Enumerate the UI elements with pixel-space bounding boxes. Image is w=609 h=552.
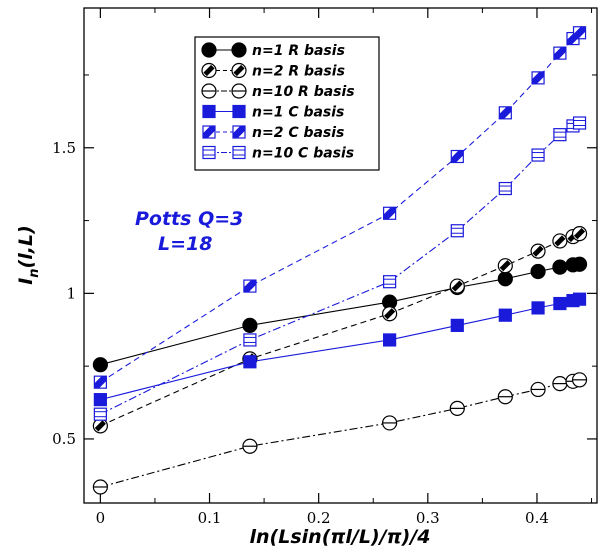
legend-marker-n-1-r-basis <box>231 42 247 58</box>
legend-entry-n-10-r-basis: n=10 R basis <box>201 83 355 100</box>
legend-marker-n-2-r-basis-hatch <box>203 64 215 77</box>
x-tick-label: 0.3 <box>416 509 440 527</box>
data-point-n-1-r-basis <box>92 357 108 373</box>
data-point-n-1-r-basis <box>497 271 513 287</box>
legend-label-n-2-r-basis: n=2 R basis <box>252 64 345 80</box>
data-point-n-2-r-basis-hatch <box>94 420 106 432</box>
series-n-1-r-basis <box>92 256 588 373</box>
x-tick-label: 0 <box>96 509 106 527</box>
data-point-n-1-r-basis <box>552 259 568 275</box>
legend-label-n-10-c-basis: n=10 C basis <box>252 146 354 162</box>
data-point-n-1-c-basis <box>531 301 545 315</box>
data-point-n-2-r-basis-hatch <box>532 245 544 257</box>
data-point-n-10-c-basis <box>383 275 397 289</box>
legend-marker-n-1-r-basis <box>201 42 217 58</box>
data-point-n-10-c-basis <box>498 181 512 196</box>
legend-entry-n-2-c-basis: n=2 C basis <box>202 125 344 141</box>
data-point-n-2-r-basis-hatch <box>384 308 396 320</box>
data-point-n-2-c-basis-hatch <box>573 26 586 39</box>
data-point-n-10-c-basis <box>572 116 587 130</box>
legend-marker-n-10-c-basis <box>232 145 246 160</box>
data-point-n-1-c-basis <box>572 292 587 306</box>
series-layer <box>92 26 588 495</box>
series-n-2-c-basis <box>93 26 587 389</box>
data-point-n-2-c-basis-hatch <box>553 47 566 60</box>
data-point-n-2-r-basis-hatch <box>499 260 511 272</box>
series-n-2-r-basis <box>92 226 588 434</box>
data-point-n-1-c-basis <box>553 296 567 311</box>
series-n-10-r-basis <box>92 372 588 495</box>
legend-marker-n-2-r-basis-hatch <box>233 64 245 77</box>
data-point-n-2-c-basis-hatch <box>383 207 396 220</box>
legend-box <box>194 36 380 171</box>
legend-label-n-10-r-basis: n=10 R basis <box>252 84 355 100</box>
legend-marker-n-1-c-basis <box>232 104 246 119</box>
data-point-n-1-c-basis <box>450 318 464 332</box>
data-point-n-10-c-basis <box>450 224 464 238</box>
legend: n=1 R basis n=2 R basis n=10 R basis n=1 C … <box>194 36 380 171</box>
y-tick-label: 1.5 <box>52 139 76 157</box>
annotation-model: Potts Q=3 <box>135 208 243 230</box>
legend-marker-n-10-c-basis <box>202 145 216 160</box>
data-point-n-2-c-basis-hatch <box>243 280 256 293</box>
data-point-n-10-c-basis <box>243 333 257 347</box>
legend-entry-n-10-c-basis: n=10 C basis <box>202 145 354 162</box>
data-point-n-2-c-basis-hatch <box>94 376 107 389</box>
x-tick-label: 0.1 <box>198 509 222 527</box>
data-point-n-2-c-basis-hatch <box>532 71 545 84</box>
data-point-n-2-r-basis-hatch <box>573 228 586 240</box>
annotation-size: L=18 <box>158 233 212 255</box>
legend-entry-n-2-r-basis: n=2 R basis <box>201 62 345 80</box>
data-point-n-2-c-basis-hatch <box>499 106 512 119</box>
series-n-1-c-basis <box>93 292 587 407</box>
data-point-n-1-c-basis <box>498 308 512 322</box>
data-point-n-10-c-basis <box>553 128 567 142</box>
data-point-n-1-r-basis <box>530 263 546 280</box>
data-point-n-1-r-basis <box>242 317 258 333</box>
legend-marker-n-2-c-basis-hatch <box>233 126 245 138</box>
legend-label-n-1-c-basis: n=1 C basis <box>252 105 344 121</box>
plot-frame <box>83 7 598 504</box>
series-n-10-c-basis <box>93 116 587 421</box>
legend-entry-n-1-c-basis: n=1 C basis <box>202 104 344 121</box>
legend-entry-n-1-r-basis: n=1 R basis <box>201 42 345 59</box>
data-point-n-1-c-basis <box>93 393 107 407</box>
y-tick-label: 1 <box>66 284 76 302</box>
legend-marker-n-2-c-basis-hatch <box>203 126 215 138</box>
legend-marker-n-1-c-basis <box>202 104 216 119</box>
y-tick-label: 0.5 <box>52 430 76 448</box>
data-point-n-2-c-basis-hatch <box>451 150 464 163</box>
legend-label-n-2-c-basis: n=2 C basis <box>252 125 344 141</box>
data-point-n-2-r-basis-hatch <box>554 235 566 247</box>
x-axis-label: ln(Lsin(πl/L)/π)/4 <box>250 526 431 548</box>
data-point-n-1-r-basis <box>571 256 588 272</box>
y-axis-label: In(l,L) <box>15 225 42 285</box>
x-tick-label: 0.4 <box>525 509 549 527</box>
data-point-n-1-c-basis <box>243 355 257 369</box>
x-tick-label: 0.2 <box>307 509 331 527</box>
data-point-n-10-c-basis <box>531 148 545 162</box>
axis-ticks: 0 0.1 0.2 0.3 0.4 0.5 1 1.5 <box>52 8 597 527</box>
legend-label-n-1-r-basis: n=1 R basis <box>252 43 345 59</box>
data-point-n-1-c-basis <box>383 333 397 347</box>
data-point-n-2-r-basis-hatch <box>451 280 463 292</box>
data-point-n-10-c-basis <box>93 407 107 421</box>
